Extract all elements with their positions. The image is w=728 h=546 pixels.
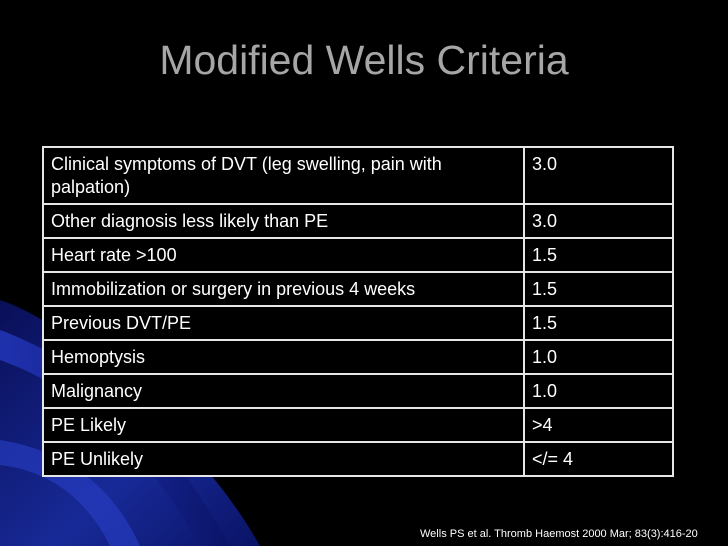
table-row: Malignancy 1.0 (42, 373, 674, 409)
criterion-label: Heart rate >100 (42, 237, 525, 273)
table-row: Hemoptysis 1.0 (42, 339, 674, 375)
table-row: PE Likely >4 (42, 407, 674, 443)
table-row: Immobilization or surgery in previous 4 … (42, 271, 674, 307)
table-row: Other diagnosis less likely than PE 3.0 (42, 203, 674, 239)
criterion-label: Hemoptysis (42, 339, 525, 375)
criterion-label: Previous DVT/PE (42, 305, 525, 341)
result-label: PE Unlikely (42, 441, 525, 477)
criterion-points: 1.0 (523, 339, 674, 375)
criterion-points: 1.5 (523, 305, 674, 341)
criterion-label: Malignancy (42, 373, 525, 409)
table-row: PE Unlikely </= 4 (42, 441, 674, 477)
criterion-points: 3.0 (523, 203, 674, 239)
blue-swoosh-arc (0, 440, 140, 546)
criterion-points: 3.0 (523, 146, 674, 205)
criterion-label: Other diagnosis less likely than PE (42, 203, 525, 239)
criterion-points: 1.0 (523, 373, 674, 409)
citation: Wells PS et al. Thromb Haemost 2000 Mar;… (420, 528, 698, 540)
criteria-table: Clinical symptoms of DVT (leg swelling, … (42, 146, 674, 477)
result-threshold: >4 (523, 407, 674, 443)
result-threshold: </= 4 (523, 441, 674, 477)
criterion-points: 1.5 (523, 271, 674, 307)
slide-title: Modified Wells Criteria (159, 37, 569, 83)
table-row: Previous DVT/PE 1.5 (42, 305, 674, 341)
criterion-label: Immobilization or surgery in previous 4 … (42, 271, 525, 307)
result-label: PE Likely (42, 407, 525, 443)
criterion-points: 1.5 (523, 237, 674, 273)
table-row: Clinical symptoms of DVT (leg swelling, … (42, 146, 674, 205)
criterion-label: Clinical symptoms of DVT (leg swelling, … (42, 146, 525, 205)
table-row: Heart rate >100 1.5 (42, 237, 674, 273)
